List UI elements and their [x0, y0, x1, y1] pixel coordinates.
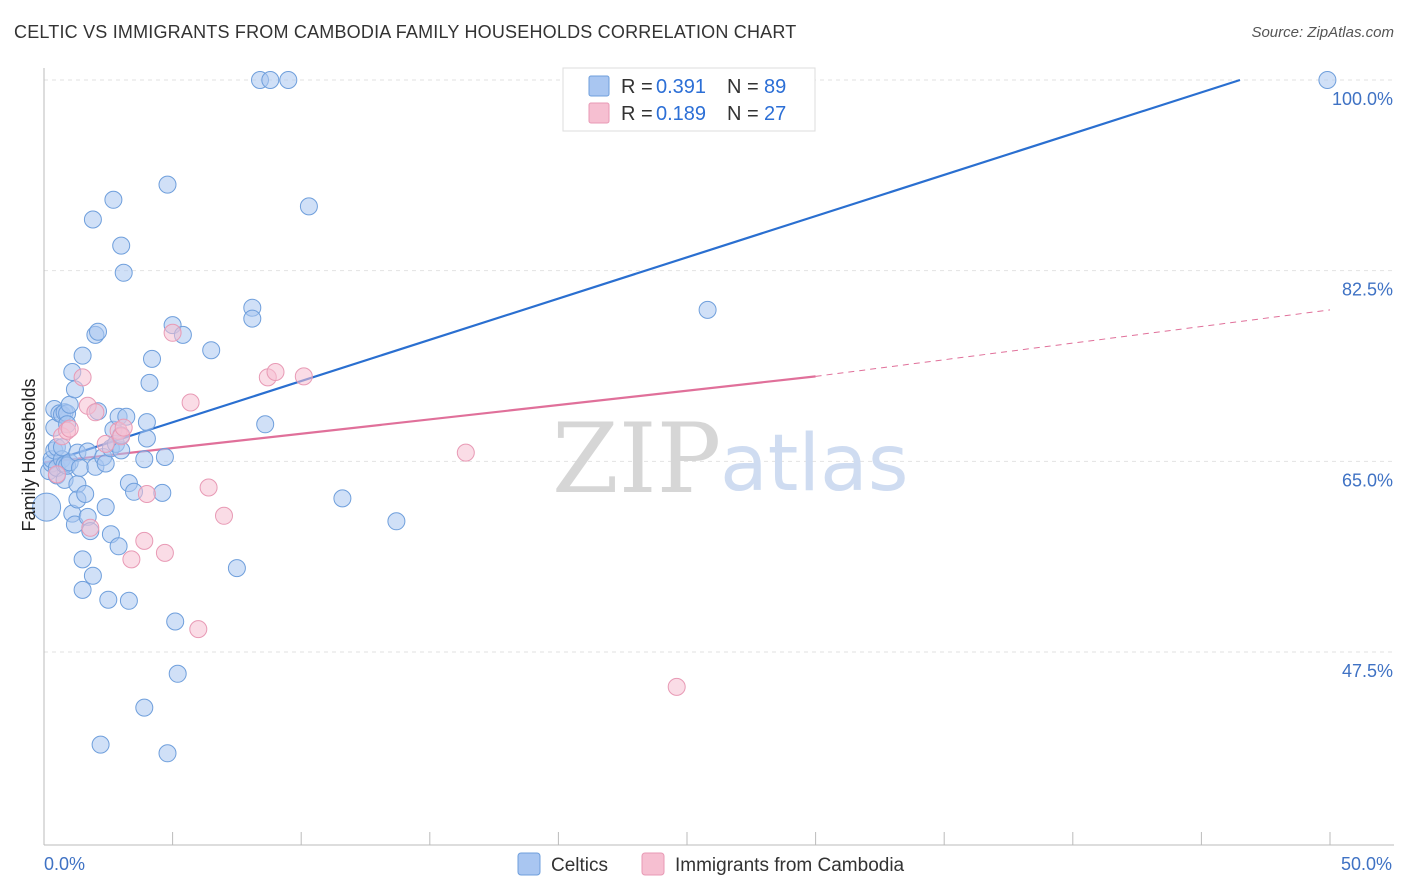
point-celtics-88 — [698, 300, 717, 319]
point-celtics-60 — [119, 591, 138, 610]
point-celtics-30 — [73, 580, 92, 599]
point-celtics-58 — [114, 263, 133, 282]
point-celtics-72 — [158, 744, 177, 763]
point-cambodia-3 — [60, 419, 79, 438]
x-tick-label-max: 50.0% — [1341, 854, 1392, 874]
point-cambodia-4 — [73, 368, 92, 387]
point-celtics-74 — [166, 612, 185, 631]
point-celtics-85 — [299, 197, 318, 216]
y-tick-label-3: 100.0% — [1332, 89, 1393, 109]
point-cambodia-17 — [181, 393, 200, 412]
point-cambodia-25 — [667, 677, 686, 696]
watermark-zip: ZIP — [552, 403, 721, 515]
legend-n-label-cambodia: N = — [727, 103, 759, 125]
point-cambodia-11 — [114, 418, 133, 437]
point-cambodia-24 — [456, 443, 475, 462]
point-cambodia-13 — [135, 531, 154, 550]
point-celtics-70 — [155, 448, 174, 466]
point-celtics-20 — [60, 395, 79, 414]
legend-r-label-celtics: R = — [621, 76, 653, 98]
point-celtics-45 — [96, 454, 115, 473]
trend-line-celtics — [43, 78, 1241, 465]
trend-line-cambodia — [43, 375, 816, 464]
point-celtics-69 — [153, 483, 172, 502]
y-tick-label-0: 47.5% — [1342, 661, 1393, 681]
points-layer — [32, 71, 1337, 763]
point-cambodia-8 — [96, 434, 115, 453]
legend-swatch-celtics — [588, 75, 610, 97]
point-celtics-87 — [387, 512, 406, 531]
point-celtics-78 — [227, 559, 246, 578]
point-celtics-32 — [73, 346, 92, 365]
point-celtics-80 — [243, 309, 262, 328]
legend-top: R = 0.391 N = 89 R = 0.189 N = 27 — [562, 67, 816, 132]
point-celtics-43 — [91, 735, 110, 754]
point-celtics-84 — [279, 71, 298, 89]
point-celtics-64 — [135, 698, 154, 717]
legend-bottom-swatch-cambodia — [641, 852, 665, 876]
point-celtics-68 — [143, 349, 161, 368]
point-celtics-34 — [78, 442, 97, 461]
point-cambodia-14 — [137, 485, 156, 503]
point-celtics-71 — [158, 175, 177, 194]
point-cambodia-12 — [122, 550, 141, 569]
point-cambodia-20 — [215, 506, 233, 525]
point-celtics-31 — [73, 550, 92, 569]
point-cambodia-7 — [86, 403, 105, 422]
point-celtics-38 — [83, 210, 102, 229]
legend-bottom-label-celtics: Celtics — [551, 855, 608, 876]
trend-line-cambodia-extension — [815, 309, 1331, 377]
source-credit: Source: ZipAtlas.com — [1251, 24, 1394, 41]
grid-layer — [44, 79, 1394, 653]
legend-bottom-label-cambodia: Immigrants from Cambodia — [675, 855, 905, 876]
point-celtics-67 — [140, 373, 159, 392]
legend-swatch-cambodia — [588, 102, 610, 124]
point-celtics-63 — [135, 450, 154, 469]
point-celtics-77 — [202, 341, 221, 360]
point-celtics-86 — [333, 489, 352, 508]
point-celtics-57 — [112, 236, 131, 255]
point-celtics-37 — [83, 566, 102, 585]
point-celtics-82 — [256, 415, 275, 434]
point-celtics-47 — [99, 590, 118, 609]
point-cambodia-16 — [163, 323, 182, 342]
trend-layer — [43, 78, 1331, 465]
x-tick-label-min: 0.0% — [44, 854, 85, 874]
point-cambodia-19 — [199, 478, 218, 497]
watermark-atlas: atlas — [720, 419, 909, 509]
legend-r-value-celtics: 0.391 — [656, 76, 706, 98]
legend-n-value-celtics: 89 — [764, 76, 786, 98]
point-cambodia-6 — [81, 518, 100, 537]
point-celtics-0 — [32, 492, 62, 522]
watermark: ZIP atlas — [552, 403, 909, 515]
point-cambodia-0 — [47, 465, 66, 484]
legend-r-value-cambodia: 0.189 — [656, 103, 706, 125]
y-axis-title: Family Households — [19, 378, 39, 531]
point-cambodia-18 — [189, 620, 208, 639]
point-cambodia-22 — [266, 363, 285, 381]
chart-title: CELTIC VS IMMIGRANTS FROM CAMBODIA FAMIL… — [14, 22, 797, 42]
point-celtics-54 — [109, 537, 128, 556]
point-celtics-33 — [76, 485, 95, 503]
point-celtics-46 — [96, 498, 115, 517]
point-cambodia-23 — [294, 367, 313, 386]
legend-n-value-cambodia: 27 — [764, 103, 786, 125]
point-celtics-51 — [104, 190, 123, 209]
legend-bottom-swatch-celtics — [517, 852, 541, 876]
y-tick-label-1: 65.0% — [1342, 470, 1393, 490]
point-celtics-65 — [137, 429, 156, 448]
legend-n-label-celtics: N = — [727, 76, 759, 98]
legend-bottom: Celtics Immigrants from Cambodia — [517, 852, 905, 876]
y-tick-label-2: 82.5% — [1342, 280, 1393, 300]
point-celtics-89 — [1318, 71, 1337, 89]
point-celtics-75 — [168, 664, 187, 683]
point-celtics-41 — [89, 322, 107, 341]
point-celtics-29 — [71, 458, 89, 477]
y-tick-labels: 47.5% 65.0% 82.5% 100.0% — [1332, 89, 1393, 681]
point-celtics-83 — [261, 71, 280, 89]
point-cambodia-15 — [155, 543, 174, 562]
legend-r-label-cambodia: R = — [621, 103, 653, 125]
point-celtics-66 — [137, 413, 156, 432]
